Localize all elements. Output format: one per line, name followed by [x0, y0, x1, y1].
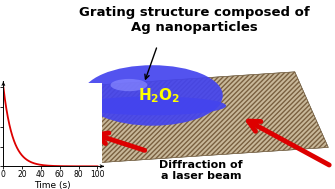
- X-axis label: Time (s): Time (s): [35, 181, 71, 189]
- Text: Diffraction of
a laser beam: Diffraction of a laser beam: [159, 160, 243, 181]
- Ellipse shape: [82, 65, 223, 126]
- Text: $\mathbf{H_2O_2}$: $\mathbf{H_2O_2}$: [138, 86, 180, 105]
- Text: Grating structure composed of
Ag nanoparticles: Grating structure composed of Ag nanopar…: [79, 6, 310, 34]
- Ellipse shape: [111, 79, 147, 91]
- Polygon shape: [67, 72, 328, 163]
- Ellipse shape: [79, 96, 226, 115]
